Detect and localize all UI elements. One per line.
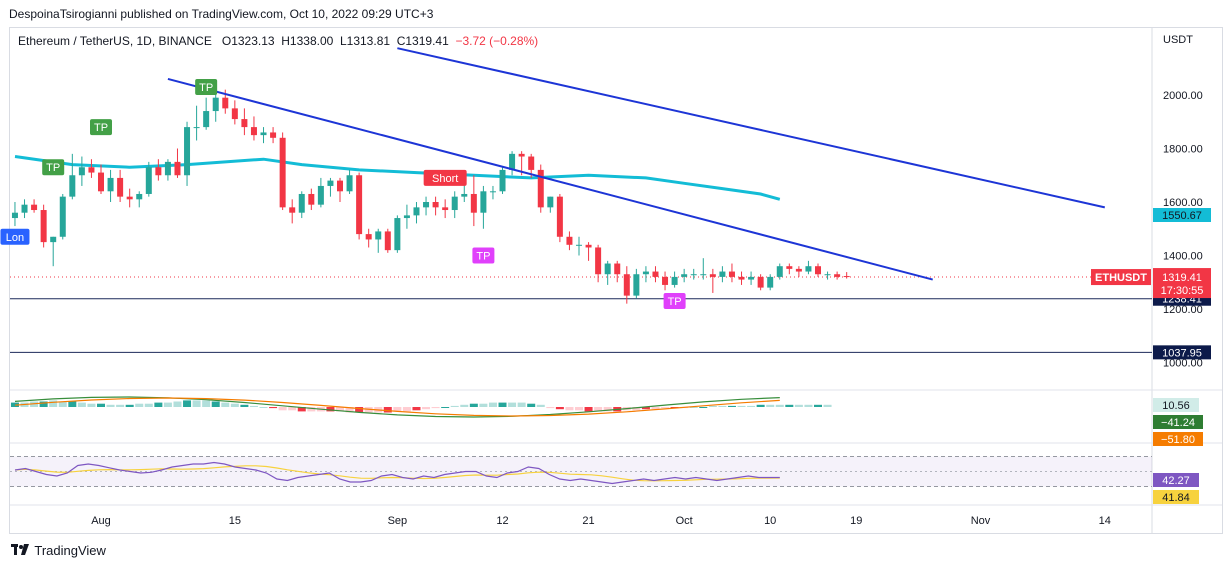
chart-frame xyxy=(9,27,1223,534)
brand-logo[interactable]: TradingView xyxy=(11,543,106,558)
close-value: C1319.41 xyxy=(396,34,449,48)
change-value: −3.72 (−0.28%) xyxy=(455,34,539,48)
low-value: L1313.81 xyxy=(339,34,391,48)
brand-name: TradingView xyxy=(34,543,106,558)
axis-currency: USDT xyxy=(1163,34,1193,46)
ohlc-legend: Ethereum / TetherUS, 1D, BINANCE O1323.1… xyxy=(18,34,538,48)
publisher-header: DespoinaTsirogianni published on Trading… xyxy=(9,7,434,21)
high-value: H1338.00 xyxy=(281,34,334,48)
tradingview-logo-icon xyxy=(11,544,29,555)
symbol-label[interactable]: Ethereum / TetherUS, 1D, BINANCE xyxy=(18,34,212,48)
open-value: O1323.13 xyxy=(221,34,275,48)
